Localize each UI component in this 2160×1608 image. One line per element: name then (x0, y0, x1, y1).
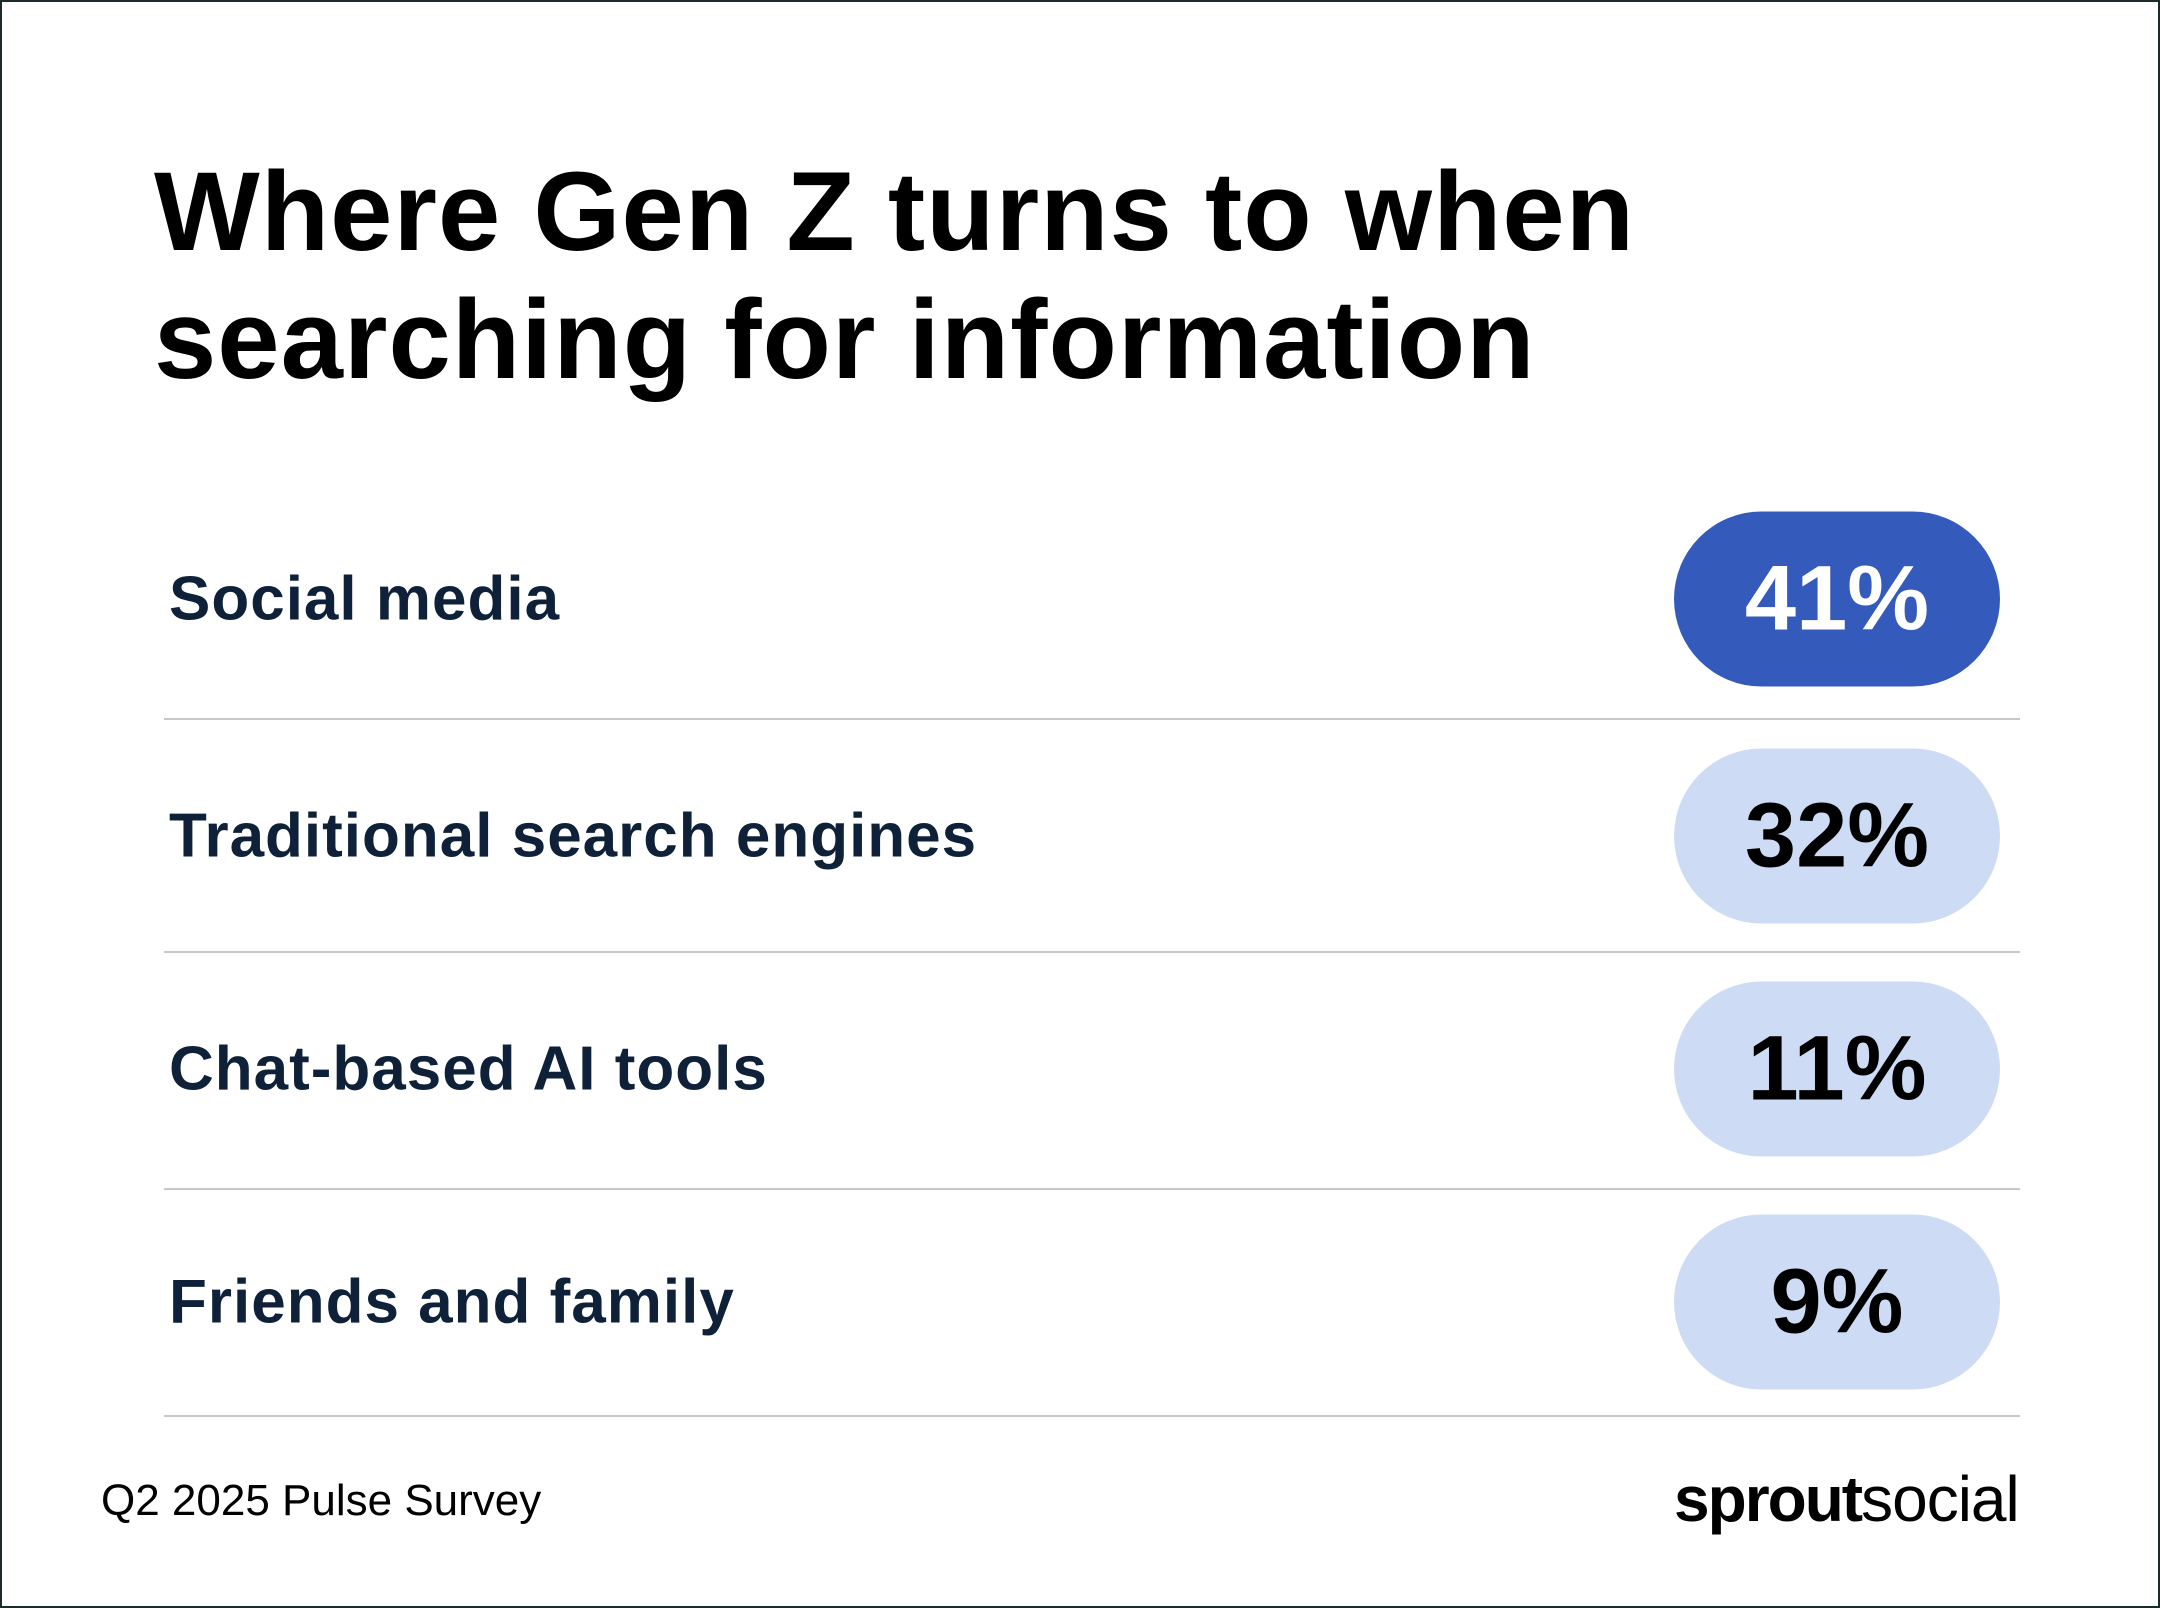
chart-title: Where Gen Z turns to when searching for … (154, 149, 1636, 402)
value-pill: 11% (1674, 981, 2000, 1157)
row-label: Traditional search engines (169, 801, 978, 871)
row-label: Friends and family (169, 1267, 735, 1337)
row-divider (164, 1415, 2020, 1417)
value-pill: 9% (1674, 1214, 2000, 1390)
row-divider (164, 951, 2020, 953)
logo-part-social: social (1861, 1463, 2020, 1535)
logo-part-sprout: sprout (1674, 1463, 1863, 1535)
row-label: Chat-based AI tools (169, 1034, 768, 1104)
row-label: Social media (169, 564, 561, 634)
value-pill: 41% (1674, 511, 2000, 687)
sprout-social-logo: sproutsocial (1674, 1462, 2020, 1536)
row-divider (164, 718, 2020, 720)
row-divider (164, 1188, 2020, 1190)
source-note: Q2 2025 Pulse Survey (101, 1476, 542, 1525)
value-pill: 32% (1674, 748, 2000, 924)
